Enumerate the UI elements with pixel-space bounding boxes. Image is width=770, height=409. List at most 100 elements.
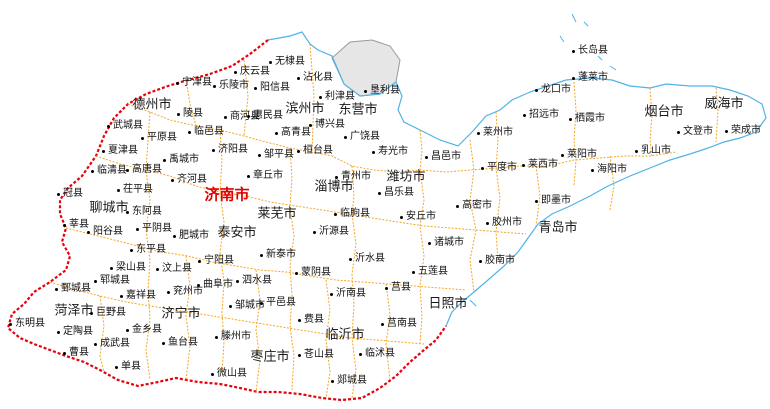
- county-label: 桓台县: [297, 145, 333, 156]
- province-border: [6, 39, 447, 402]
- county-label: 齐河县: [171, 174, 207, 185]
- county-label: 金乡县: [126, 324, 162, 335]
- county-label: 宁津县: [176, 77, 212, 88]
- county-label: 宁阳县: [198, 255, 234, 266]
- county-label: 鄄城县: [55, 283, 91, 294]
- county-label: 临邑县: [188, 126, 224, 137]
- county-label: 莱西市: [522, 159, 558, 170]
- county-label: 寿光市: [372, 146, 408, 157]
- county-label: 昌乐县: [378, 187, 414, 198]
- county-label: 郓城县: [94, 275, 130, 286]
- county-label: 广饶县: [344, 131, 380, 142]
- county-label: 利津县: [319, 91, 355, 102]
- county-label: 莒南县: [381, 318, 417, 329]
- city-label-dezhou: 德州市: [132, 97, 172, 113]
- county-label: 平阴县: [136, 223, 172, 234]
- county-label: 临清县: [91, 165, 127, 176]
- county-label: 莘县: [63, 219, 89, 230]
- city-label-binzhou: 滨州市: [285, 101, 325, 117]
- county-label: 邹城市: [229, 300, 265, 311]
- county-label: 汶上县: [156, 263, 192, 274]
- county-label: 阳谷县: [87, 226, 123, 237]
- county-label: 平邑县: [260, 297, 296, 308]
- county-label: 平度市: [481, 162, 517, 173]
- county-label: 博兴县: [309, 119, 345, 130]
- county-label: 莱阳市: [561, 149, 597, 160]
- county-label: 兖州市: [167, 286, 203, 297]
- county-label: 惠民县: [247, 110, 283, 121]
- county-label: 曹县: [63, 347, 89, 358]
- county-label: 济阳县: [212, 144, 248, 155]
- county-label: 青州市: [335, 171, 371, 182]
- county-label: 沂水县: [349, 253, 385, 264]
- county-label: 鱼台县: [162, 337, 198, 348]
- county-label: 即墨市: [535, 195, 571, 206]
- county-label: 泗水县: [236, 275, 272, 286]
- county-label: 长岛县: [572, 45, 608, 56]
- county-label: 茌平县: [117, 184, 153, 195]
- county-label: 诸城市: [428, 237, 464, 248]
- county-label: 沾化县: [297, 72, 333, 83]
- county-label: 莱州市: [477, 127, 513, 138]
- county-label: 阳信县: [254, 82, 290, 93]
- county-label: 微山县: [211, 368, 247, 379]
- city-label-taian: 泰安市: [217, 225, 257, 241]
- county-label: 曲阜市: [197, 279, 233, 290]
- coastline-north: [267, 31, 767, 327]
- county-label: 昌邑市: [425, 151, 461, 162]
- county-label: 临朐县: [334, 208, 370, 219]
- county-label: 栖霞市: [569, 113, 605, 124]
- county-label: 梁山县: [110, 262, 146, 273]
- county-label: 乳山市: [635, 145, 671, 156]
- city-label-dongying: 东营市: [338, 102, 378, 118]
- county-label: 招远市: [523, 109, 559, 120]
- capital-label-jinan: 济南市: [204, 185, 250, 204]
- city-label-jining: 济宁市: [161, 306, 201, 322]
- county-label: 邹平县: [258, 149, 294, 160]
- county-label: 文登市: [677, 126, 713, 137]
- city-label-liaocheng: 聊城市: [89, 200, 129, 216]
- county-label: 乐陵市: [213, 80, 249, 91]
- county-label: 无棣县: [269, 56, 305, 67]
- county-label: 高唐县: [126, 164, 162, 175]
- county-label: 苍山县: [298, 349, 334, 360]
- city-label-weifang: 潍坊市: [386, 169, 426, 185]
- county-label: 郯城县: [331, 375, 367, 386]
- city-label-zaozhuang: 枣庄市: [250, 349, 290, 365]
- county-label: 夏津县: [102, 145, 138, 156]
- county-label: 陵县: [177, 108, 203, 119]
- county-label: 武城县: [107, 120, 143, 131]
- county-label: 肥城市: [173, 230, 209, 241]
- county-label: 高青县: [275, 127, 311, 138]
- county-label: 新泰市: [260, 249, 296, 260]
- county-label: 单县: [115, 361, 141, 372]
- county-label: 商河县: [224, 111, 260, 122]
- city-label-heze: 菏泽市: [54, 303, 94, 319]
- county-label: 蓬莱市: [572, 72, 608, 83]
- county-label: 定陶县: [57, 326, 93, 337]
- city-label-weihai: 威海市: [704, 96, 744, 112]
- city-label-linyi: 临沂市: [325, 327, 365, 343]
- county-label: 费县: [298, 314, 324, 325]
- county-label: 平原县: [141, 132, 177, 143]
- county-label: 沂南县: [330, 288, 366, 299]
- county-label: 庆云县: [234, 66, 270, 77]
- county-label: 冠县: [57, 188, 83, 199]
- county-label: 禹城市: [163, 154, 199, 165]
- county-label: 垦利县: [364, 85, 400, 96]
- county-label: 临沭县: [359, 348, 395, 359]
- county-label: 高密市: [456, 200, 492, 211]
- county-label: 滕州市: [215, 331, 251, 342]
- internal-boundaries: [49, 43, 719, 399]
- county-label: 成武县: [94, 338, 130, 349]
- county-label: 胶州市: [486, 217, 522, 228]
- county-label: 莒县: [385, 282, 411, 293]
- county-label: 嘉祥县: [120, 290, 156, 301]
- county-label: 海阳市: [591, 164, 627, 175]
- county-label: 蒙阴县: [295, 267, 331, 278]
- county-label: 东明县: [9, 318, 45, 329]
- county-label: 章丘市: [247, 170, 283, 181]
- county-label: 东阿县: [126, 206, 162, 217]
